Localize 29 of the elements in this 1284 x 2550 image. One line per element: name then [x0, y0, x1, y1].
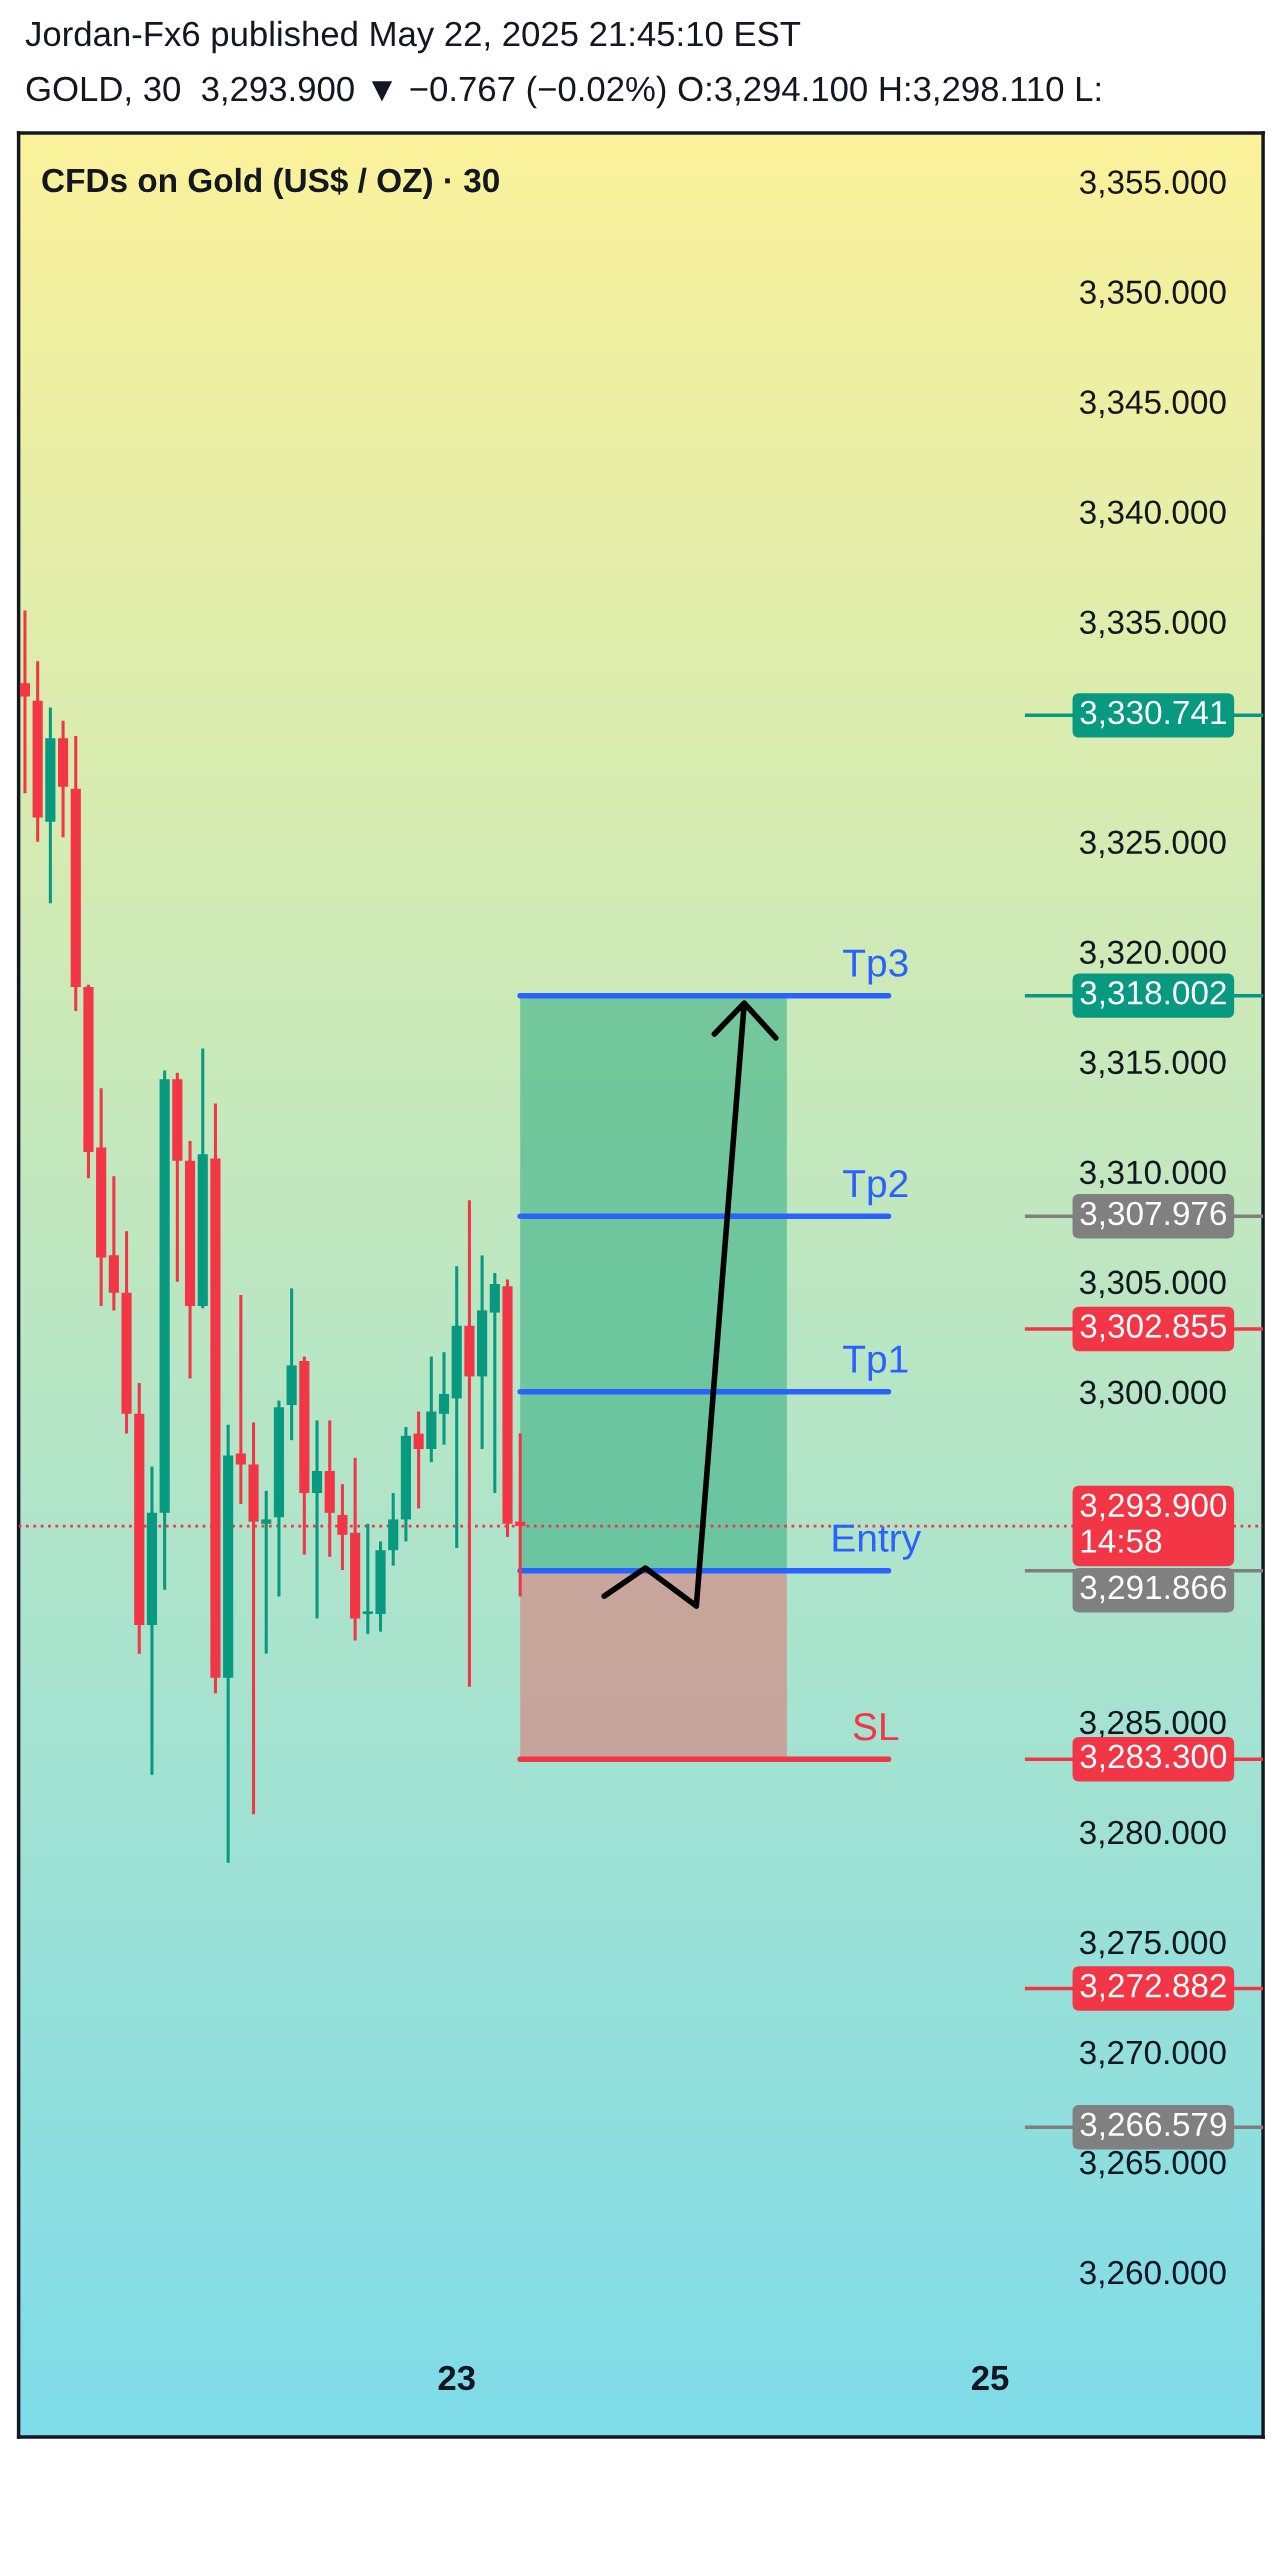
y-tick-label: 3,325.000 [1079, 830, 1226, 859]
y-tick-label: 3,265.000 [1079, 2150, 1226, 2179]
x-tick-label: 23 [438, 2365, 475, 2391]
y-tick-label: 3,275.000 [1079, 1930, 1226, 1959]
annotation: Tp1 [843, 1345, 908, 1381]
y-tick-label: 3,280.000 [1079, 1820, 1226, 1849]
y-tick-label: 3,310.000 [1079, 1160, 1226, 1189]
y-tick-label: 3,355.000 [1079, 170, 1226, 198]
y-tick-label: 3,320.000 [1079, 940, 1226, 969]
y-tick-label: 3,270.000 [1079, 2040, 1226, 2069]
x-tick-label: 25 [971, 2365, 1009, 2391]
y-tick-label: 3,345.000 [1079, 390, 1226, 418]
y-tick-label: 3,305.000 [1079, 1270, 1226, 1299]
ref-line-label: 3,293.900 14:58 [1080, 1493, 1227, 1553]
text: Jordan-Fx6 published May 22, 2025 21:45:10 EST [25, 20, 801, 54]
y-tick-label: 3,285.000 [1079, 1710, 1226, 1739]
y-tick-label: 3,350.000 [1079, 280, 1226, 308]
annotation: Entry [833, 1524, 922, 1560]
annotation: Tp2 [843, 1169, 908, 1206]
y-tick-label: 3,335.000 [1079, 610, 1226, 638]
annotation: SL [853, 1712, 899, 1741]
ref-line-label: 3,291.866 [1080, 1575, 1227, 1604]
text: CFDs on Gold (US$ / OZ) · 30 [42, 167, 499, 199]
y-tick-label: 3,300.000 [1079, 1380, 1226, 1409]
text: GOLD, 30 3,293.900 ▼ −0.767 (−0.02%) O:3,294.100 H:3,298.110 L: [26, 75, 1100, 109]
y-tick-label: 3,340.000 [1079, 500, 1226, 528]
y-tick-label: 3,315.000 [1079, 1050, 1226, 1079]
y-tick-label: 3,260.000 [1079, 2260, 1226, 2289]
annotation: Tp3 [843, 949, 908, 985]
